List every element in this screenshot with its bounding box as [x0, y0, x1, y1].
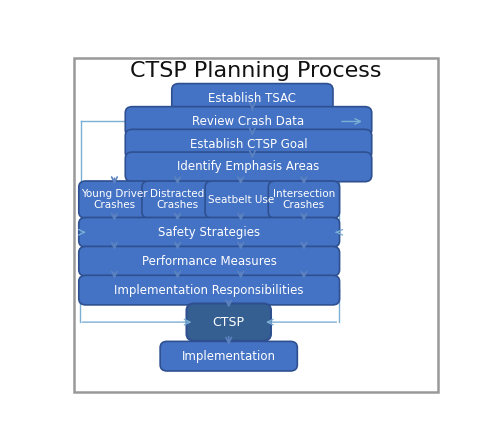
- Text: Distracted
Crashes: Distracted Crashes: [150, 189, 204, 211]
- FancyBboxPatch shape: [142, 181, 213, 218]
- FancyBboxPatch shape: [126, 152, 372, 181]
- FancyBboxPatch shape: [186, 304, 271, 341]
- Text: Implementation: Implementation: [182, 350, 276, 363]
- Text: Young Driver
Crashes: Young Driver Crashes: [81, 189, 148, 211]
- FancyBboxPatch shape: [79, 275, 340, 305]
- FancyBboxPatch shape: [79, 181, 150, 218]
- Text: Implementation Responsibilities: Implementation Responsibilities: [114, 283, 304, 297]
- Text: Safety Strategies: Safety Strategies: [158, 226, 260, 239]
- Text: Identify Emphasis Areas: Identify Emphasis Areas: [178, 160, 320, 173]
- Text: CTSP: CTSP: [212, 316, 244, 329]
- Text: Review Crash Data: Review Crash Data: [192, 115, 304, 128]
- FancyBboxPatch shape: [79, 246, 340, 276]
- FancyBboxPatch shape: [74, 59, 438, 392]
- FancyBboxPatch shape: [205, 181, 277, 218]
- FancyBboxPatch shape: [126, 129, 372, 159]
- Text: Performance Measures: Performance Measures: [142, 255, 276, 268]
- FancyBboxPatch shape: [79, 218, 340, 247]
- FancyBboxPatch shape: [172, 84, 333, 113]
- Text: Establish CTSP Goal: Establish CTSP Goal: [190, 138, 308, 151]
- Text: CTSP Planning Process: CTSP Planning Process: [130, 61, 382, 81]
- FancyBboxPatch shape: [126, 107, 372, 136]
- Text: Seatbelt Use: Seatbelt Use: [208, 194, 274, 205]
- FancyBboxPatch shape: [160, 342, 298, 371]
- Text: Establish TSAC: Establish TSAC: [208, 92, 296, 105]
- Text: Intersection
Crashes: Intersection Crashes: [273, 189, 335, 211]
- FancyBboxPatch shape: [268, 181, 340, 218]
